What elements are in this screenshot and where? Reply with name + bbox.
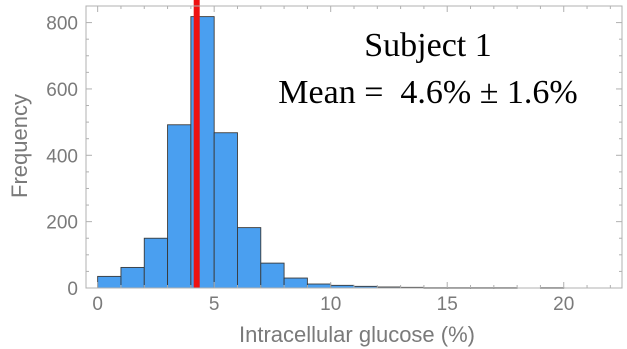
histogram-bar (237, 227, 262, 289)
y-axis-title: Frequency (7, 94, 32, 198)
histogram-bar (97, 275, 122, 289)
x-tick-label: 10 (320, 294, 341, 315)
x-tick-label: 20 (553, 294, 574, 315)
x-tick-label: 5 (209, 294, 220, 315)
histogram-bars (97, 16, 565, 289)
histogram-bar (306, 283, 332, 289)
y-tick-label: 800 (46, 14, 78, 35)
histogram-bar (213, 132, 238, 289)
x-tick-label: 0 (92, 294, 103, 315)
y-axis-ticks: 0 200 400 600 800 (46, 5, 622, 300)
x-tick-label: 15 (437, 294, 458, 315)
histogram-bar (260, 262, 285, 289)
histogram-bar (143, 237, 169, 289)
y-tick-label: 400 (46, 146, 78, 167)
x-axis-ticks: 0 5 10 15 20 (92, 6, 611, 315)
histogram-bar (120, 266, 145, 289)
mean-annotation: Mean = 4.6% ± 1.6% (278, 74, 577, 111)
subject-annotation: Subject 1 (364, 27, 491, 64)
y-tick-label: 200 (46, 213, 78, 234)
x-axis-title: Intracellular glucose (%) (239, 322, 475, 347)
y-tick-label: 0 (67, 279, 78, 300)
y-tick-label: 600 (46, 80, 78, 101)
histogram-bar (167, 124, 192, 289)
histogram-bar (283, 277, 308, 289)
